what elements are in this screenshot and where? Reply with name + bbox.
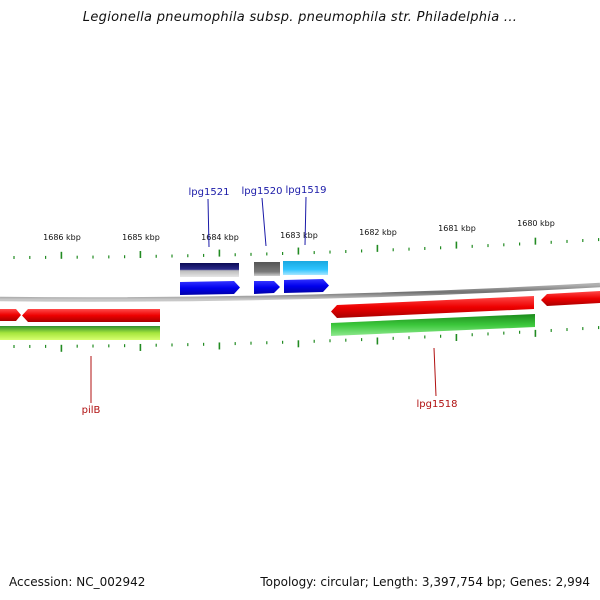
gene-arrow-lpg1519[interactable] bbox=[284, 279, 329, 293]
gene-label-pilB[interactable]: pilB bbox=[82, 405, 101, 416]
cog-bar-lpg1520[interactable] bbox=[254, 262, 280, 276]
cog-bar-pilB[interactable] bbox=[21, 326, 160, 340]
gene-arrow-partial-right[interactable] bbox=[541, 291, 600, 306]
ruler-ticks-top bbox=[13, 237, 600, 259]
gene-arrow-lpg1521[interactable] bbox=[180, 281, 240, 295]
gene-label-lpg1521[interactable]: lpg1521 bbox=[189, 187, 230, 198]
cog-bar-lpg1518[interactable] bbox=[331, 314, 535, 336]
leader-line-lpg1518 bbox=[433, 347, 437, 397]
reverse-strand-features bbox=[0, 291, 600, 340]
gene-arrow-partial-left[interactable] bbox=[0, 309, 21, 321]
ruler-ticks-bottom bbox=[13, 326, 600, 352]
gene-arrow-lpg1518[interactable] bbox=[331, 296, 534, 318]
cog-bar-lpg1519[interactable] bbox=[283, 261, 328, 275]
gene-label-lpg1519[interactable]: lpg1519 bbox=[286, 185, 327, 196]
ruler-label-1684: 1684 kbp bbox=[201, 233, 239, 242]
gene-arrow-pilB[interactable] bbox=[22, 309, 160, 322]
ruler-label-1686: 1686 kbp bbox=[43, 233, 81, 242]
ruler-label-1681: 1681 kbp bbox=[438, 224, 476, 233]
gene-label-lpg1520[interactable]: lpg1520 bbox=[242, 186, 283, 197]
leader-line-lpg1521 bbox=[207, 198, 210, 248]
leader-line-lpg1520 bbox=[261, 197, 267, 247]
gene-arrow-lpg1520[interactable] bbox=[254, 281, 280, 294]
genome-backbone bbox=[0, 282, 600, 302]
forward-strand-features bbox=[180, 261, 329, 295]
ruler-label-1683: 1683 kbp bbox=[280, 231, 318, 240]
ruler-label-1685: 1685 kbp bbox=[122, 233, 160, 242]
gene-label-lpg1518[interactable]: lpg1518 bbox=[417, 399, 458, 410]
accession-text: Accession: NC_002942 bbox=[9, 575, 146, 589]
cog-bar-lpg1521[interactable] bbox=[180, 263, 239, 277]
genome-summary-text: Topology: circular; Length: 3,397,754 bp… bbox=[260, 575, 590, 589]
ruler-label-1680: 1680 kbp bbox=[517, 219, 555, 228]
map-title: Legionella pneumophila subsp. pneumophil… bbox=[82, 10, 518, 25]
ruler-label-1682: 1682 kbp bbox=[359, 228, 397, 237]
leader-line-lpg1519 bbox=[304, 196, 307, 246]
cog-bar-partial-left[interactable] bbox=[0, 326, 21, 340]
